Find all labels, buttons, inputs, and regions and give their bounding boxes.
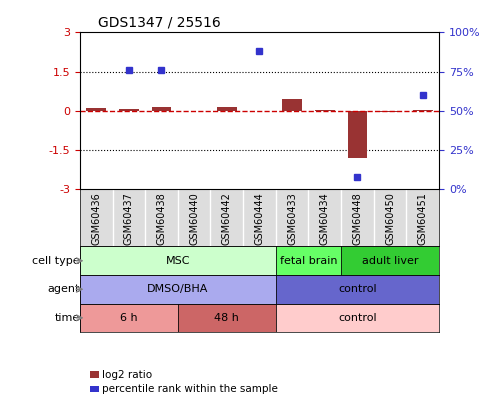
Bar: [152, 107, 171, 111]
Text: GSM60434: GSM60434: [320, 192, 330, 245]
Bar: [80, 247, 276, 275]
Bar: [276, 304, 439, 332]
Bar: [178, 304, 276, 332]
Text: fetal brain: fetal brain: [280, 256, 337, 266]
Text: DMSO/BHA: DMSO/BHA: [147, 284, 209, 294]
Text: control: control: [338, 313, 377, 323]
Bar: [348, 111, 367, 158]
Bar: [276, 247, 341, 275]
Text: GSM60442: GSM60442: [222, 192, 232, 245]
Text: cell type: cell type: [32, 256, 80, 266]
Bar: [90, 371, 99, 378]
Text: GSM60436: GSM60436: [91, 192, 101, 245]
Text: GSM60451: GSM60451: [418, 192, 428, 245]
Bar: [341, 247, 439, 275]
Text: GDS1347 / 25516: GDS1347 / 25516: [98, 16, 221, 30]
Text: GSM60437: GSM60437: [124, 192, 134, 245]
Bar: [80, 275, 276, 304]
Bar: [90, 386, 99, 392]
Text: GSM60444: GSM60444: [254, 192, 264, 245]
Bar: [282, 99, 302, 111]
Bar: [276, 275, 439, 304]
Text: GSM60450: GSM60450: [385, 192, 395, 245]
Text: control: control: [338, 284, 377, 294]
Bar: [119, 109, 139, 111]
Text: MSC: MSC: [166, 256, 190, 266]
Text: 6 h: 6 h: [120, 313, 138, 323]
Text: adult liver: adult liver: [362, 256, 418, 266]
Bar: [217, 107, 237, 111]
Bar: [80, 304, 178, 332]
Bar: [315, 110, 335, 111]
Text: GSM60448: GSM60448: [352, 192, 362, 245]
Bar: [413, 110, 433, 111]
Text: GSM60433: GSM60433: [287, 192, 297, 245]
Bar: [380, 111, 400, 112]
Text: percentile rank within the sample: percentile rank within the sample: [102, 384, 278, 394]
Bar: [86, 108, 106, 111]
Text: GSM60440: GSM60440: [189, 192, 199, 245]
Text: agent: agent: [47, 284, 80, 294]
Text: log2 ratio: log2 ratio: [102, 370, 152, 379]
Text: time: time: [54, 313, 80, 323]
Text: 48 h: 48 h: [215, 313, 239, 323]
Text: GSM60438: GSM60438: [157, 192, 167, 245]
